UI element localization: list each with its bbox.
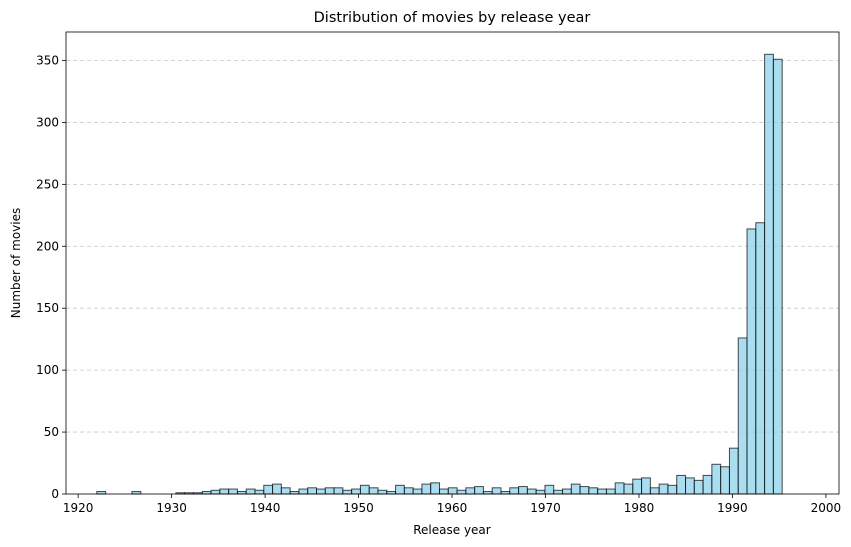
bar — [447, 487, 458, 495]
bar — [728, 447, 739, 495]
bar — [430, 482, 441, 495]
bar — [351, 488, 361, 495]
x-tick-label: 1940 — [250, 501, 281, 515]
bar — [491, 487, 502, 495]
x-tick-label: 1930 — [156, 501, 187, 515]
y-tick-label: 100 — [36, 363, 59, 377]
bar — [658, 483, 669, 495]
y-tick-label: 0 — [51, 487, 59, 501]
bar — [755, 222, 766, 495]
bar — [298, 488, 309, 495]
bar — [368, 487, 379, 495]
bars-layer — [96, 53, 783, 495]
x-tick-label: 1990 — [717, 501, 748, 515]
bar — [772, 58, 783, 495]
x-axis: 1920 1930 1940 1950 1960 1970 1980 1990 2000 — [63, 494, 841, 515]
bar — [579, 486, 590, 495]
bar — [439, 488, 449, 495]
bar — [632, 478, 643, 495]
bar — [395, 484, 405, 495]
bar — [324, 487, 335, 495]
x-tick-label: 1950 — [343, 501, 374, 515]
bar — [597, 488, 607, 495]
bar — [737, 337, 748, 495]
bar — [685, 477, 695, 495]
y-tick-label: 50 — [44, 425, 59, 439]
bar — [746, 228, 757, 495]
bar — [649, 487, 660, 495]
bar — [280, 487, 291, 495]
bar — [562, 488, 572, 495]
y-tick-label: 150 — [36, 301, 59, 315]
x-axis-title: Release year — [413, 523, 491, 537]
bar — [526, 488, 537, 495]
y-axis: 0 50 100 150 200 250 300 350 — [36, 53, 66, 501]
bar — [614, 482, 625, 495]
y-tick-label: 350 — [36, 53, 59, 67]
x-tick-label: 1980 — [624, 501, 655, 515]
bar — [535, 489, 546, 495]
bar — [254, 489, 265, 495]
bar — [421, 483, 432, 495]
bar — [764, 53, 774, 495]
bar — [219, 488, 230, 495]
bar — [403, 487, 414, 495]
bar — [544, 484, 555, 495]
bar — [509, 487, 520, 495]
bar — [623, 483, 634, 495]
bar — [272, 483, 282, 495]
bar — [210, 489, 221, 495]
bar — [228, 488, 238, 495]
bar — [676, 474, 687, 495]
y-tick-label: 300 — [36, 115, 59, 129]
bar — [518, 486, 528, 495]
bar — [263, 484, 274, 495]
x-tick-label: 1970 — [530, 501, 561, 515]
bar — [333, 487, 344, 495]
bar — [553, 489, 564, 495]
bar — [307, 487, 318, 495]
y-tick-label: 200 — [36, 239, 59, 253]
grid-layer — [66, 60, 839, 433]
x-tick-label: 1920 — [63, 501, 94, 515]
y-axis-title: Number of movies — [9, 208, 23, 319]
y-tick-label: 250 — [36, 177, 59, 191]
x-tick-label: 2000 — [811, 501, 842, 515]
bar — [465, 487, 476, 495]
bar — [641, 477, 651, 495]
chart-title: Distribution of movies by release year — [314, 10, 591, 26]
bar — [316, 488, 326, 495]
x-tick-label: 1960 — [437, 501, 468, 515]
bar — [412, 488, 423, 495]
plot-frame — [65, 31, 840, 495]
bar — [245, 488, 256, 495]
bar — [702, 474, 713, 495]
bar — [342, 489, 353, 495]
bar — [667, 484, 678, 495]
bar — [720, 466, 730, 495]
bar — [474, 486, 484, 495]
bar — [359, 484, 370, 495]
bar — [456, 489, 467, 495]
bar — [588, 487, 599, 495]
bar — [377, 489, 388, 495]
bar — [605, 488, 616, 495]
bar — [693, 479, 704, 495]
bar — [570, 483, 581, 495]
bar — [711, 463, 722, 495]
